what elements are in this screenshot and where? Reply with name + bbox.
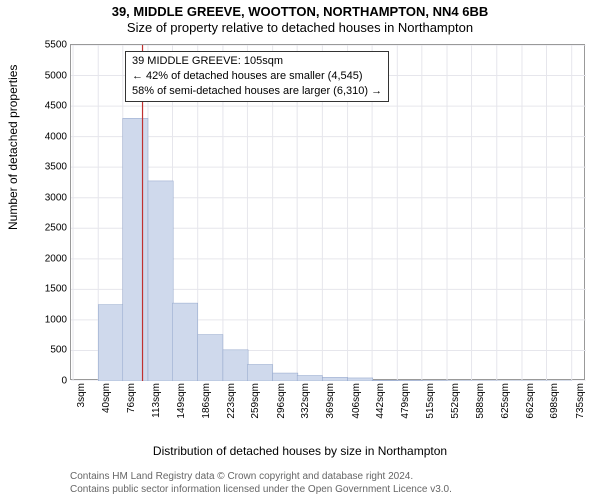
x-tick-label: 735sqm — [575, 383, 586, 419]
y-tick-label: 2000 — [45, 253, 67, 264]
x-tick-label: 552sqm — [450, 383, 461, 419]
histogram-bar — [273, 373, 298, 381]
x-tick-label: 625sqm — [500, 383, 511, 419]
x-tick-label: 40sqm — [101, 383, 112, 413]
x-tick-label: 442sqm — [375, 383, 386, 419]
property-info-box: 39 MIDDLE GREEVE: 105sqm ← 42% of detach… — [125, 51, 389, 102]
x-tick-label: 186sqm — [201, 383, 212, 419]
y-tick-label: 1500 — [45, 284, 67, 295]
histogram-bar — [198, 335, 223, 381]
x-tick-label: 698sqm — [549, 383, 560, 419]
x-tick-label: 479sqm — [400, 383, 411, 419]
y-tick-label: 5000 — [45, 70, 67, 81]
infobox-line1: 39 MIDDLE GREEVE: 105sqm — [132, 54, 382, 69]
x-tick-label: 588sqm — [475, 383, 486, 419]
x-tick-label: 223sqm — [226, 383, 237, 419]
histogram-bar — [322, 377, 347, 381]
histogram-bar — [247, 365, 272, 381]
histogram-bar — [223, 350, 248, 381]
attribution-line2: Contains public sector information licen… — [70, 483, 590, 496]
histogram-bar — [173, 303, 198, 381]
y-tick-label: 0 — [61, 376, 67, 387]
x-tick-label: 259sqm — [250, 383, 261, 419]
x-tick-label: 113sqm — [151, 383, 162, 418]
histogram-bar — [372, 380, 397, 381]
chart-title-line2: Size of property relative to detached ho… — [0, 20, 600, 35]
bars-group — [98, 118, 571, 381]
x-tick-label: 515sqm — [425, 383, 436, 419]
y-tick-label: 5500 — [45, 40, 67, 51]
histogram-bar — [148, 181, 173, 381]
histogram-bar — [98, 305, 123, 381]
y-tick-label: 4500 — [45, 101, 67, 112]
y-tick-label: 4000 — [45, 131, 67, 142]
x-axis-label: Distribution of detached houses by size … — [0, 444, 600, 458]
infobox-line3: 58% of semi-detached houses are larger (… — [132, 84, 382, 99]
attribution-line1: Contains HM Land Registry data © Crown c… — [70, 470, 590, 483]
x-tick-label: 76sqm — [126, 383, 137, 413]
histogram-bar — [123, 118, 148, 381]
y-tick-label: 3500 — [45, 162, 67, 173]
y-tick-label: 2500 — [45, 223, 67, 234]
infobox-line2: ← 42% of detached houses are smaller (4,… — [132, 69, 382, 84]
chart-title-line1: 39, MIDDLE GREEVE, WOOTTON, NORTHAMPTON,… — [0, 4, 600, 19]
attribution-text: Contains HM Land Registry data © Crown c… — [70, 470, 590, 496]
y-tick-label: 3000 — [45, 192, 67, 203]
x-tick-label: 149sqm — [176, 383, 187, 419]
x-tick-label: 369sqm — [325, 383, 336, 419]
x-tick-label: 662sqm — [525, 383, 536, 419]
x-tick-label: 406sqm — [351, 383, 362, 419]
plot-area: 0500100015002000250030003500400045005000… — [70, 44, 585, 380]
histogram-bar — [348, 378, 373, 381]
chart-container: 39, MIDDLE GREEVE, WOOTTON, NORTHAMPTON,… — [0, 0, 600, 500]
y-axis-label: Number of detached properties — [6, 65, 20, 230]
x-tick-label: 3sqm — [76, 383, 87, 407]
y-tick-label: 500 — [50, 345, 67, 356]
y-tick-label: 1000 — [45, 314, 67, 325]
histogram-bar — [297, 376, 322, 381]
x-tick-label: 296sqm — [276, 383, 287, 419]
x-tick-label: 332sqm — [300, 383, 311, 419]
